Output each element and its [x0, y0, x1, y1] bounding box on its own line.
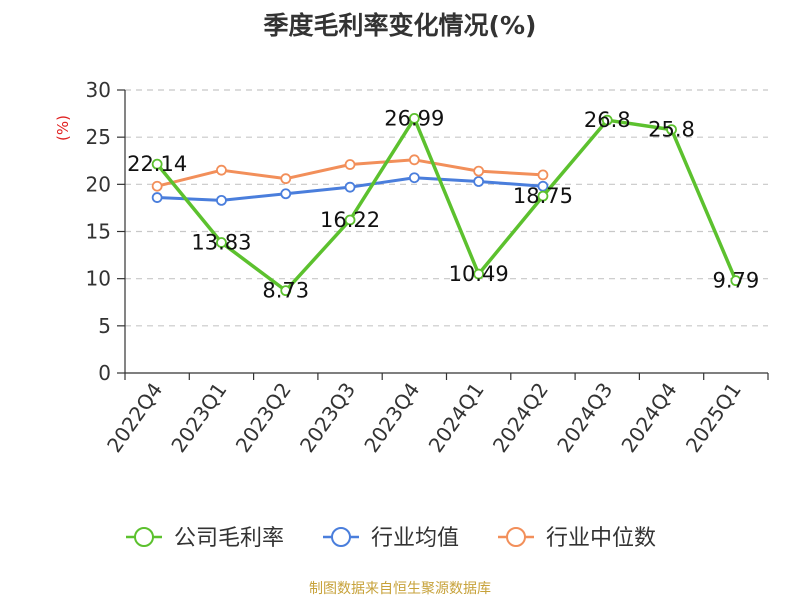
data-point: [473, 268, 485, 280]
y-tick-label: 20: [86, 172, 111, 196]
legend-item: 公司毛利率: [126, 526, 284, 551]
data-label: 10.49: [449, 262, 509, 286]
data-label: 9.79: [712, 269, 759, 293]
y-axis-unit: (%): [54, 115, 72, 141]
x-tick-label: 2024Q4: [616, 378, 681, 457]
x-tick-label: 2025Q1: [681, 378, 746, 457]
legend-swatch-marker: [506, 527, 526, 547]
x-tick-label: 2023Q2: [231, 378, 296, 457]
data-point: [408, 154, 420, 166]
data-label: 26.8: [584, 108, 631, 132]
y-tick-label: 25: [86, 125, 111, 149]
data-point: [473, 176, 485, 187]
series-line: [155, 116, 738, 293]
data-point: [216, 194, 227, 206]
series-layer: [151, 112, 742, 297]
data-point: [344, 159, 356, 170]
x-tick-label: 2024Q3: [552, 378, 617, 457]
data-point: [344, 181, 356, 193]
data-label: 25.8: [648, 118, 695, 142]
data-label-layer: 22.14 13.83 8.73 16.22 26.99 10.49 18.75 26.8 25…: [127, 106, 759, 302]
data-point: [408, 112, 420, 124]
data-point: [216, 164, 227, 176]
data-point: [151, 192, 163, 203]
data-point: [280, 188, 292, 200]
y-tick-label: 5: [98, 314, 111, 338]
data-point: [151, 158, 163, 170]
data-point: [537, 190, 549, 202]
data-point: [537, 169, 549, 181]
legend-label: 行业均值: [371, 526, 459, 551]
legend-swatch-marker: [331, 527, 351, 547]
source-note: 制图数据来自恒生聚源数据库: [309, 581, 491, 597]
legend-label: 公司毛利率: [174, 526, 284, 551]
data-point: [537, 180, 549, 192]
legend: 公司毛利率 行业均值 行业中位数: [126, 526, 656, 551]
data-label: 18.75: [513, 184, 573, 208]
data-label: 8.73: [262, 279, 309, 303]
data-point: [601, 114, 613, 126]
data-point: [216, 237, 227, 248]
y-tick-label: 30: [86, 78, 111, 102]
data-point: [408, 172, 420, 184]
legend-swatch-marker: [134, 527, 154, 547]
data-point: [473, 165, 485, 177]
legend-label: 行业中位数: [546, 526, 656, 551]
data-label: 26.99: [384, 106, 444, 130]
y-tick-label: 0: [98, 361, 111, 385]
x-tick-label: 2023Q1: [166, 378, 231, 457]
x-tick-label: 2024Q1: [424, 378, 489, 457]
chart-title: 季度毛利率变化情况(%): [263, 11, 537, 40]
legend-item: 行业中位数: [498, 526, 656, 551]
data-point: [151, 180, 163, 192]
data-label: 22.14: [127, 152, 187, 176]
y-tick-label: 10: [86, 267, 111, 291]
data-point: [344, 214, 356, 226]
data-point: [666, 124, 677, 136]
grid-layer: [125, 89, 768, 327]
data-label: 13.83: [191, 231, 251, 255]
legend-item: 行业均值: [323, 526, 459, 551]
data-point: [280, 285, 292, 297]
x-tick-label: 2022Q4: [102, 378, 167, 457]
x-tick-label: 2024Q2: [488, 378, 553, 457]
data-point: [280, 173, 292, 185]
data-label: 16.22: [320, 208, 380, 232]
y-tick-label: 15: [86, 220, 111, 244]
x-tick-label: 2023Q3: [295, 378, 360, 457]
x-tick-label: 2023Q4: [359, 378, 424, 457]
data-point: [730, 275, 742, 287]
